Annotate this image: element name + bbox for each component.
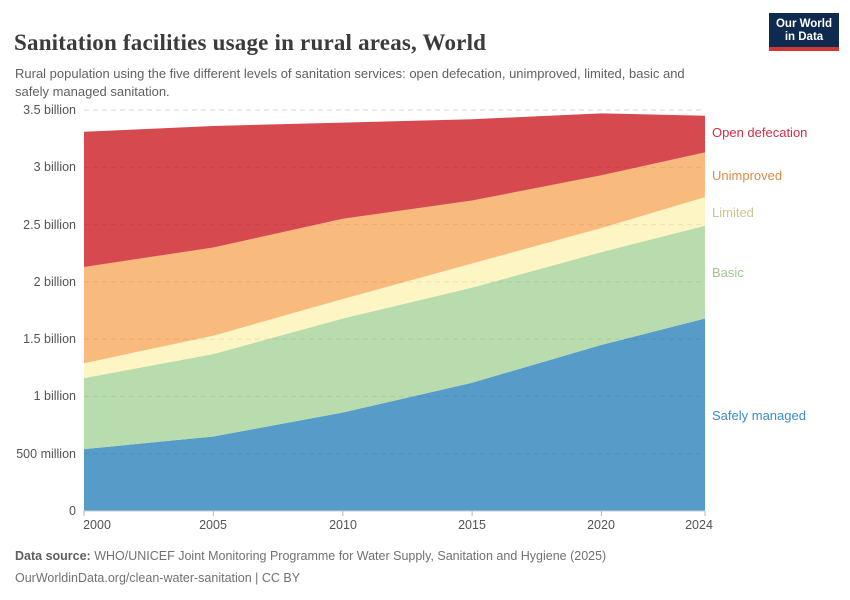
y-tick-label: 3.5 billion bbox=[23, 103, 76, 117]
logo-accent-bar bbox=[769, 47, 839, 51]
series-label-basic[interactable]: Basic bbox=[712, 265, 744, 280]
y-tick-label: 3 billion bbox=[33, 160, 76, 174]
series-label-open-defecation[interactable]: Open defecation bbox=[712, 125, 808, 140]
x-tick-label: 2005 bbox=[199, 518, 227, 532]
area-safely-managed[interactable] bbox=[84, 318, 705, 512]
page-title: Sanitation facilities usage in rural are… bbox=[14, 30, 487, 56]
area-basic[interactable] bbox=[84, 225, 705, 450]
datasource-line: Data source: WHO/UNICEF Joint Monitoring… bbox=[15, 548, 815, 564]
series-label-limited[interactable]: Limited bbox=[712, 205, 754, 220]
x-tick-label: 2010 bbox=[329, 518, 357, 532]
x-tick-label: 2024 bbox=[685, 518, 713, 532]
y-tick-label: 1.5 billion bbox=[23, 332, 76, 346]
datasource-text: WHO/UNICEF Joint Monitoring Programme fo… bbox=[90, 549, 607, 563]
owid-logo-line2: in Data bbox=[784, 31, 824, 43]
series-label-unimproved[interactable]: Unimproved bbox=[712, 168, 783, 183]
license-line[interactable]: OurWorldinData.org/clean-water-sanitatio… bbox=[15, 571, 301, 585]
y-tick-label: 2.5 billion bbox=[23, 218, 76, 232]
area-open-defecation[interactable] bbox=[84, 113, 705, 268]
series-label-safely-managed[interactable]: Safely managed bbox=[712, 408, 806, 423]
x-tick-label: 2015 bbox=[458, 518, 486, 532]
y-tick-label: 2 billion bbox=[33, 275, 76, 289]
area-limited[interactable] bbox=[84, 197, 705, 379]
datasource-label: Data source: bbox=[15, 549, 91, 563]
chart-subtitle: Rural population using the five differen… bbox=[15, 66, 685, 99]
y-tick-label: 0 bbox=[69, 504, 76, 518]
x-tick-label: 2020 bbox=[587, 518, 615, 532]
area-unimproved[interactable] bbox=[84, 152, 705, 364]
y-tick-label: 500 million bbox=[16, 447, 76, 461]
y-tick-label: 1 billion bbox=[33, 389, 76, 403]
owid-logo-line1: Our World bbox=[775, 18, 832, 30]
owid-logo[interactable]: Our World in Data bbox=[769, 13, 839, 51]
x-tick-label: 2000 bbox=[83, 518, 111, 532]
